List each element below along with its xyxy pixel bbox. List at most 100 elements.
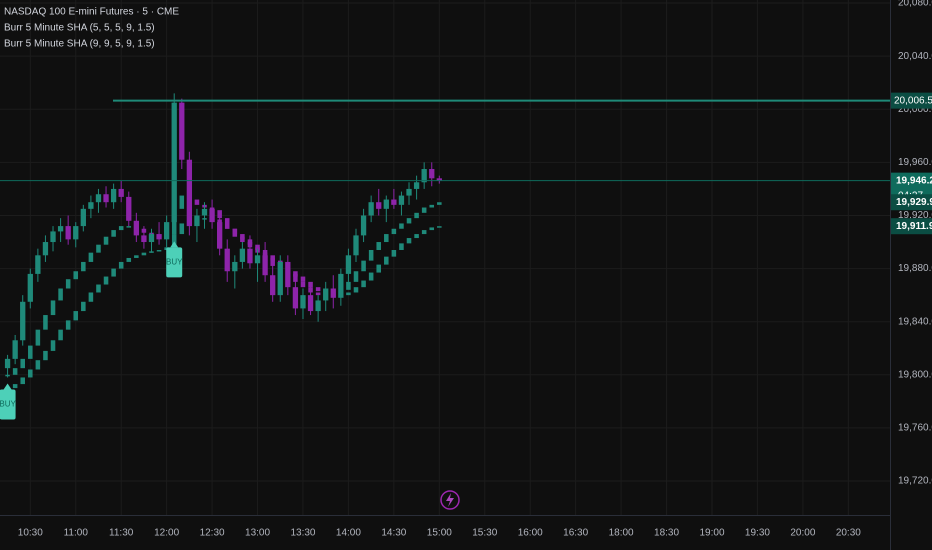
- sha-candle: [361, 280, 366, 288]
- candle-body: [429, 169, 435, 179]
- sha-candle: [361, 260, 366, 272]
- price-label-box: [891, 218, 932, 235]
- sha-candle: [368, 249, 374, 261]
- sha-candle: [414, 234, 419, 239]
- sha-candle: [224, 223, 230, 229]
- candle-body: [239, 248, 246, 262]
- sha-candle: [300, 281, 306, 288]
- candle-body: [4, 358, 11, 369]
- chart-title: NASDAQ 100 E-mini Futures · 5 · CME: [4, 7, 179, 18]
- sha-candle: [88, 252, 94, 262]
- icon-ring[interactable]: [440, 490, 460, 510]
- sha-candle: [96, 284, 101, 293]
- sha-candle: [81, 301, 86, 312]
- signal-box: [166, 247, 183, 278]
- x-tick-label: 11:30: [109, 528, 134, 539]
- sha-candle: [399, 223, 404, 229]
- candle-body: [95, 194, 102, 203]
- y-tick-label: 19,720.00: [898, 476, 932, 487]
- legend-entry: Burr 5 Minute SHA (5, 5, 5, 9, 1.5): [4, 23, 155, 34]
- y-tick-label: 19,960.00: [898, 157, 932, 168]
- sha-candle: [35, 360, 41, 370]
- sha-candle: [429, 204, 435, 208]
- candle-body: [330, 288, 336, 298]
- signal-box: [0, 389, 16, 420]
- sha-candle: [179, 223, 185, 235]
- lightning-icon[interactable]: [440, 490, 460, 510]
- candle-body: [277, 261, 283, 296]
- x-tick-label: 16:00: [518, 528, 543, 539]
- y-tick-label: 19,760.00: [898, 423, 932, 434]
- candle-body: [80, 208, 86, 227]
- sha-candle: [255, 244, 260, 250]
- price-label-box: [891, 194, 932, 211]
- sha-candle: [315, 292, 321, 296]
- candle-body: [163, 222, 170, 240]
- candle-body: [209, 208, 215, 223]
- sha-candle: [171, 234, 177, 248]
- candle-body: [383, 199, 389, 209]
- sha-candle: [50, 300, 56, 316]
- candle-body: [315, 300, 321, 312]
- candle-body: [247, 248, 253, 264]
- candle-body: [126, 196, 132, 221]
- sha-candle: [126, 226, 132, 228]
- candle-body: [186, 159, 193, 227]
- candle-body: [270, 275, 276, 296]
- candle-body: [376, 202, 382, 209]
- sha-candle: [141, 252, 147, 256]
- sha-candle: [43, 350, 48, 361]
- candle-body: [421, 169, 427, 183]
- candle-body: [179, 102, 185, 160]
- candle-body: [398, 195, 405, 205]
- sha-candle: [376, 242, 381, 250]
- sha-candle: [20, 377, 25, 385]
- x-tick-label: 18:00: [609, 528, 634, 539]
- x-tick-label: 15:30: [472, 528, 497, 539]
- sha-candle: [391, 228, 397, 235]
- candle-body: [194, 215, 200, 227]
- sha-candle: [414, 212, 419, 219]
- candle-body: [338, 273, 344, 298]
- candle-body: [368, 202, 374, 216]
- candle-body: [292, 287, 299, 309]
- sha-candle: [65, 279, 71, 289]
- sha-candle: [384, 256, 389, 265]
- sha-candle: [353, 271, 359, 282]
- price-label-box: [891, 92, 932, 109]
- candle-body: [232, 261, 238, 272]
- candle-body: [224, 248, 230, 272]
- sha-candle: [224, 218, 230, 229]
- axes: 20,080.00 20,040.00 20,000.00 19,960.00 19,9…: [18, 0, 932, 539]
- candle-body: [345, 255, 352, 274]
- x-tick-label: 14:30: [381, 528, 406, 539]
- sha-candle: [111, 268, 116, 277]
- sha-candle: [406, 218, 412, 224]
- y-tick-label: 19,880.00: [898, 263, 932, 274]
- candle-body: [88, 202, 94, 209]
- sha-candle: [73, 311, 79, 321]
- sha-candle: [429, 227, 435, 231]
- sha-candle: [376, 264, 381, 273]
- x-tick-label: 10:30: [18, 528, 43, 539]
- y-tick-label: 20,000.00: [898, 104, 932, 115]
- price-label: 20,006.50: [894, 95, 932, 106]
- candle-body: [285, 261, 291, 288]
- sha-candle: [353, 287, 359, 293]
- sha-candle: [118, 226, 124, 231]
- y-tick-label: 20,080.00: [898, 0, 932, 9]
- x-tick-label: 16:30: [563, 528, 588, 539]
- candle-body: [42, 242, 49, 256]
- sha-candle: [156, 249, 162, 252]
- sha-candle: [118, 261, 124, 269]
- sha-candle: [28, 369, 33, 378]
- icon-bolt[interactable]: [446, 493, 454, 507]
- candle-body: [323, 288, 329, 301]
- y-tick-label: 19,800.00: [898, 369, 932, 380]
- candle-body: [307, 295, 314, 312]
- sha-candle: [384, 234, 389, 243]
- sha-candle: [391, 249, 397, 257]
- candle-body: [217, 222, 223, 249]
